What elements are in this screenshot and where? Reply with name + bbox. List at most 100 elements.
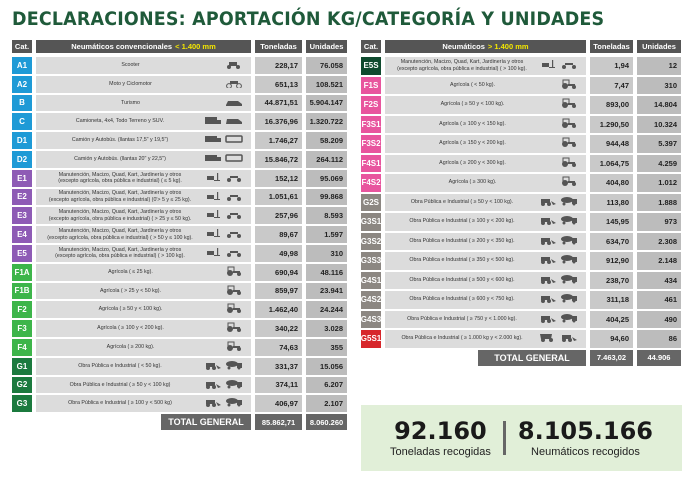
- table-row: G4S1 Obra Pública e Industrial ( ≥ 500 y …: [361, 271, 681, 289]
- table-row: G3 Obra Pública e Industrial ( ≥ 100 y < …: [12, 395, 347, 413]
- tractor-icon: [560, 118, 578, 131]
- header-description: Neumáticos convencionales < 1.400 mm: [36, 40, 251, 53]
- description-line: Obra Pública e Industrial ( ≥ 500 y < 60…: [409, 276, 515, 283]
- description-text: Manutención, Macizo, Quad, Kart, Jardine…: [36, 247, 204, 260]
- category-badge: G3S1: [361, 213, 381, 231]
- row-description: Camión y Autobús. (llantas 17,5" y 19,5"…: [36, 132, 251, 149]
- row-description: Obra Pública e Industrial ( ≥ 50 y < 100…: [36, 376, 251, 394]
- table-row: G3S3 Obra Pública e Industrial ( ≥ 350 y …: [361, 252, 681, 270]
- quad-icon: [225, 228, 243, 241]
- toneladas-value: 893,00: [590, 96, 633, 114]
- mixer-icon: [560, 293, 578, 306]
- table-row: E3 Manutención, Macizo, Quad, Kart, Jardi…: [12, 207, 347, 225]
- row-description: Obra Pública e Industrial ( ≥ 750 y < 1.…: [385, 310, 586, 328]
- description-text: Agrícola ( ≥ 200 y < 300 kg).: [385, 160, 560, 167]
- forklift-icon: [204, 172, 222, 185]
- table-row: B Turismo 44.871,51 5.904.147: [12, 94, 347, 112]
- category-badge: G5S1: [361, 330, 381, 348]
- description-line: Agrícola ( ≥ 100 y < 200 kg).: [97, 325, 164, 332]
- total-unidades: 8.060.260: [306, 414, 347, 431]
- forklift-icon: [204, 209, 222, 222]
- description-line: (excepto agrícola, obra pública e indust…: [55, 253, 185, 260]
- vehicle-icons: [225, 59, 251, 72]
- description-line: Obra Pública e Industrial ( ≥ 200 y < 35…: [409, 237, 515, 244]
- header-description: Neumáticos > 1.400 mm: [385, 40, 586, 53]
- description-text: Obra Pública e Industrial ( ≥ 100 y < 20…: [385, 218, 539, 225]
- unidades-value: 76.058: [306, 57, 347, 74]
- toneladas-value: 113,80: [590, 193, 633, 211]
- total-toneladas: 7.463,02: [590, 349, 633, 366]
- row-description: Agrícola ( ≥ 200 y < 300 kg).: [385, 154, 586, 172]
- description-line: Agrícola ( ≥ 200 kg).: [106, 344, 155, 351]
- category-badge: F4S1: [361, 154, 381, 172]
- category-badge: G3: [12, 395, 32, 413]
- header-description-text: Neumáticos: [442, 42, 485, 51]
- header-toneladas: Toneladas: [255, 40, 302, 53]
- vehicle-icons: [204, 360, 251, 373]
- description-line: Manutención, Macizo, Quad, Kart, Jardine…: [400, 59, 524, 66]
- row-description: Agrícola ( ≥ 100 y < 200 kg).: [36, 320, 251, 337]
- bus-icon: [225, 153, 243, 166]
- tons-collected-label: Toneladas recogidas: [389, 445, 491, 458]
- row-description: Obra Pública e Industrial ( ≥ 350 y < 50…: [385, 252, 586, 270]
- unidades-value: 23.941: [306, 282, 347, 300]
- description-line: Camioneta, 4x4, Todo Terreno y SUV.: [75, 118, 165, 125]
- table-row: C Camioneta, 4x4, Todo Terreno y SUV. 16.3…: [12, 113, 347, 131]
- total-row: TOTAL GENERAL 7.463,02 44.906: [361, 349, 681, 366]
- tractor-icon: [225, 303, 243, 316]
- description-text: Obra Pública e Industrial ( ≥ 750 y < 1.…: [385, 316, 539, 323]
- unidades-value: 48.116: [306, 263, 347, 281]
- toneladas-value: 238,70: [590, 271, 633, 289]
- unidades-value: 4.259: [637, 154, 681, 172]
- table-row: D1 Camión y Autobús. (llantas 17,5" y 19,…: [12, 132, 347, 149]
- toneladas-value: 859,97: [255, 282, 302, 300]
- description-text: Manutención, Macizo, Quad, Kart, Jardine…: [36, 209, 204, 222]
- tires-summary: 8.105.166 Neumáticos recogidos: [518, 419, 653, 458]
- description-line: Obra Pública e Industrial ( < 50 kg).: [78, 362, 162, 369]
- vehicle-icons: [204, 247, 251, 260]
- unidades-value: 95.069: [306, 169, 347, 187]
- mixer-icon: [560, 254, 578, 267]
- description-text: Manutención, Macizo, Quad, Kart, Jardine…: [385, 59, 539, 72]
- vehicle-icons: [204, 134, 251, 147]
- mixer-icon: [560, 235, 578, 248]
- header-size-highlight: > 1.400 mm: [487, 42, 529, 51]
- row-description: Manutención, Macizo, Quad, Kart, Jardine…: [36, 207, 251, 225]
- description-text: Agrícola ( ≥ 300 kg).: [385, 179, 560, 186]
- table-header: Cat. Neumáticos convencionales < 1.400 mm T…: [12, 40, 347, 53]
- category-badge: E5: [12, 244, 32, 262]
- vehicle-icons: [539, 59, 586, 72]
- description-text: Agrícola ( ≥ 100 y < 200 kg).: [36, 325, 225, 332]
- bus-icon: [225, 134, 243, 147]
- unidades-value: 5.397: [637, 135, 681, 153]
- toneladas-value: 912,90: [590, 252, 633, 270]
- toneladas-value: 94,60: [590, 330, 633, 348]
- description-text: Obra Pública e Industrial ( < 50 kg).: [36, 363, 204, 370]
- toneladas-value: 404,80: [590, 174, 633, 192]
- vehicle-icons: [204, 209, 251, 222]
- description-line: Obra Pública e Industrial ( ≥ 1.000 kg y…: [401, 335, 523, 342]
- table-row: E5 Manutención, Macizo, Quad, Kart, Jardi…: [12, 244, 347, 262]
- table-row: F3 Agrícola ( ≥ 100 y < 200 kg). 340,22 3.0…: [12, 320, 347, 337]
- header-size-highlight: < 1.400 mm: [175, 42, 216, 51]
- total-toneladas: 85.862,71: [255, 414, 302, 431]
- loader-icon: [539, 235, 557, 248]
- table-row: A1 Scooter 228,17 76.058: [12, 57, 347, 74]
- row-description: Turismo: [36, 94, 251, 112]
- tires-collected-value: 8.105.166: [517, 416, 654, 445]
- description-text: Agrícola ( < 50 kg).: [385, 82, 560, 89]
- summary-panel: 92.160 Toneladas recogidas 8.105.166 Neu…: [361, 405, 682, 471]
- table-row: F2 Agrícola ( ≥ 50 y < 100 kg). 1.462,40 24…: [12, 301, 347, 319]
- description-line: Agrícola ( < 50 kg).: [450, 81, 495, 88]
- unidades-value: 3.028: [306, 320, 347, 337]
- table-row: A2 Moto y Ciclomotor 651,13 108.521: [12, 75, 347, 93]
- large-tires-table: Cat. Neumáticos > 1.400 mm Toneladas Unidade…: [361, 40, 681, 368]
- category-badge: G1: [12, 357, 32, 375]
- row-description: Agrícola ( ≥ 150 y < 200 kg).: [385, 135, 586, 153]
- quad-icon: [225, 247, 243, 260]
- table-row: E1 Manutención, Macizo, Quad, Kart, Jardi…: [12, 169, 347, 187]
- description-text: Manutención, Macizo, Quad, Kart, Jardine…: [36, 172, 204, 185]
- description-line: (excepto agrícola, obra pública e indust…: [47, 234, 193, 241]
- category-badge: F2S: [361, 96, 381, 114]
- description-text: Moto y Ciclomotor: [36, 81, 225, 88]
